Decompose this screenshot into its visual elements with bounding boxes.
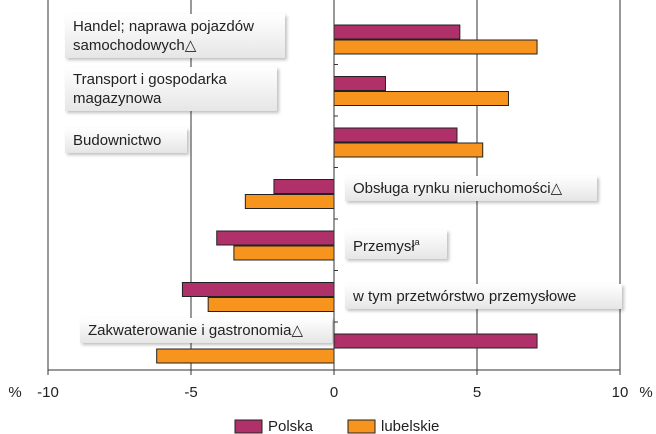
bar bbox=[273, 179, 335, 194]
category-text: w tym przetwórstwo przemysłowe bbox=[353, 288, 577, 305]
category-label: Przemysła bbox=[345, 230, 447, 259]
x-unit-label: % bbox=[8, 384, 21, 401]
bar bbox=[333, 76, 386, 91]
bar bbox=[207, 297, 335, 312]
bar bbox=[156, 348, 335, 364]
category-text: Zakwaterowanie i gastronomia bbox=[88, 322, 292, 339]
category-note: △ bbox=[291, 322, 303, 339]
category-text: Budownictwo bbox=[73, 132, 162, 149]
bar bbox=[333, 142, 484, 158]
bar bbox=[244, 194, 335, 209]
legend-swatch bbox=[347, 419, 376, 434]
category-label: Obsługa rynku nieruchomości△ bbox=[345, 176, 597, 201]
category-note: △ bbox=[184, 37, 197, 54]
category-text: Obsługa rynku nieruchomości bbox=[353, 180, 551, 197]
category-note: △ bbox=[550, 180, 563, 197]
bar bbox=[181, 282, 335, 297]
bar bbox=[333, 39, 538, 55]
legend-label: Polska bbox=[268, 418, 314, 434]
x-tick-label: 10 bbox=[612, 384, 629, 401]
category-text: Przemysł bbox=[353, 238, 415, 255]
bar bbox=[333, 24, 461, 40]
bar bbox=[333, 127, 458, 143]
category-note: a bbox=[414, 237, 420, 247]
category-label: Budownictwo bbox=[65, 128, 187, 153]
legend-swatch bbox=[234, 419, 263, 434]
x-tick-label: -10 bbox=[37, 384, 59, 401]
bar bbox=[216, 230, 335, 246]
bar bbox=[333, 333, 538, 349]
category-text: Handel; naprawa pojazdów samochodowych bbox=[73, 18, 254, 54]
bar bbox=[233, 245, 335, 261]
x-tick-label: 5 bbox=[473, 384, 481, 401]
category-text: Transport i gospodarka magazynowa bbox=[73, 71, 227, 107]
category-label: Transport i gospodarka magazynowa bbox=[65, 67, 277, 111]
x-tick-label: 0 bbox=[330, 384, 338, 401]
category-label: Zakwaterowanie i gastronomia△ bbox=[80, 318, 332, 343]
legend-label: lubelskie bbox=[381, 418, 439, 434]
bar bbox=[333, 91, 509, 106]
category-label: w tym przetwórstwo przemysłowe bbox=[345, 284, 622, 309]
x-unit-label: % bbox=[639, 384, 652, 401]
x-tick-label: -5 bbox=[184, 384, 197, 401]
category-label: Handel; naprawa pojazdów samochodowych△ bbox=[65, 14, 285, 58]
